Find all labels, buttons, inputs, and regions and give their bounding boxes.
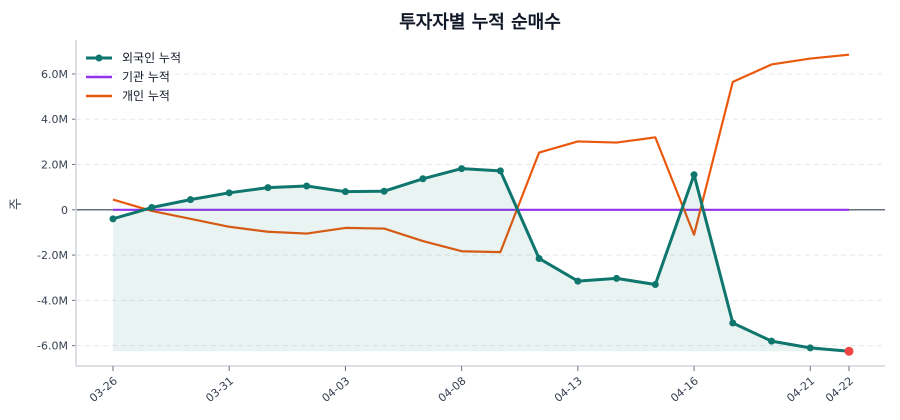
x-tick-label: 03-26 (87, 374, 120, 405)
x-tick-label: 04-16 (668, 374, 701, 405)
series-area-fill (113, 168, 849, 352)
data-point (264, 184, 272, 192)
chart-title: 투자자별 누적 순매수 (399, 12, 561, 33)
legend-label: 기관 누적 (122, 70, 170, 84)
series-line (112, 53, 850, 254)
series-line (112, 167, 850, 353)
data-point (109, 215, 117, 223)
y-tick-label: -2.0M (37, 249, 68, 262)
data-point (341, 188, 349, 196)
data-point (729, 319, 737, 327)
x-tick-label: 03-31 (203, 374, 236, 405)
x-tick-label: 04-08 (436, 374, 469, 405)
y-tick-label: -6.0M (37, 340, 68, 353)
data-point (768, 337, 776, 345)
legend-label: 외국인 누적 (122, 51, 181, 65)
y-tick-label: 0 (61, 204, 68, 217)
data-point (613, 274, 621, 282)
data-point (535, 254, 543, 262)
data-point (186, 196, 194, 204)
data-point (574, 277, 582, 285)
x-tick-label: 04-03 (320, 374, 353, 405)
last-point-marker (844, 346, 854, 356)
x-tick-label: 04-22 (823, 374, 856, 405)
data-point (380, 187, 388, 195)
y-axis-label: 주 (9, 198, 24, 210)
data-point (496, 167, 504, 175)
y-tick-label: 4.0M (41, 113, 68, 126)
data-point (419, 175, 427, 183)
data-point (806, 344, 814, 352)
legend-label: 개인 누적 (122, 89, 170, 103)
data-point (148, 204, 156, 212)
data-point (303, 182, 311, 190)
y-tick-label: -4.0M (37, 294, 68, 307)
data-point (458, 165, 466, 173)
legend-marker (95, 54, 103, 62)
x-tick-label: 04-21 (784, 374, 817, 405)
y-tick-label: 2.0M (41, 159, 68, 172)
data-point (690, 171, 698, 179)
data-point (651, 281, 659, 288)
y-tick-label: 6.0M (41, 68, 68, 81)
data-point (225, 189, 233, 197)
x-tick-label: 04-13 (552, 374, 585, 405)
